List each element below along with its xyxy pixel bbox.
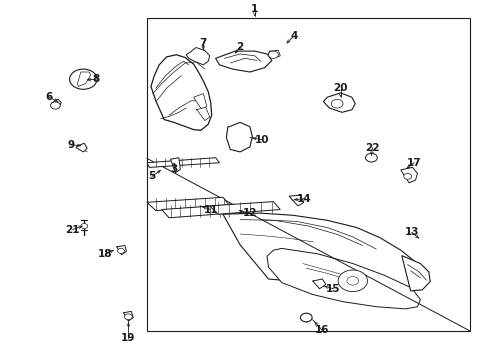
Text: 13: 13 [404,227,419,237]
Text: 9: 9 [68,140,74,150]
Circle shape [338,270,368,292]
Polygon shape [226,122,252,152]
Text: 5: 5 [148,171,155,181]
Polygon shape [194,94,207,110]
Text: 20: 20 [333,83,348,93]
Text: 15: 15 [326,284,341,294]
Polygon shape [401,167,417,183]
Polygon shape [223,213,422,293]
Circle shape [347,276,359,285]
Text: 21: 21 [65,225,80,235]
Text: 18: 18 [98,249,113,259]
Polygon shape [117,246,126,255]
Polygon shape [151,55,212,130]
Circle shape [70,69,97,89]
Polygon shape [289,195,304,206]
Polygon shape [269,50,280,58]
Polygon shape [123,311,133,321]
Text: 11: 11 [203,204,218,215]
Polygon shape [313,279,326,289]
Circle shape [404,174,412,179]
Text: 2: 2 [237,42,244,52]
Text: 14: 14 [296,194,311,204]
Circle shape [50,102,60,109]
Polygon shape [162,204,240,218]
Circle shape [366,153,377,162]
Polygon shape [210,202,280,214]
Polygon shape [77,72,91,86]
Text: 8: 8 [92,74,99,84]
Polygon shape [147,197,229,211]
Text: 17: 17 [407,158,421,168]
Circle shape [124,314,132,320]
Text: 16: 16 [315,325,330,336]
Bar [147,18,470,331]
Polygon shape [402,256,430,291]
Circle shape [269,51,278,58]
Circle shape [331,99,343,108]
Circle shape [81,224,88,229]
Text: 10: 10 [255,135,270,145]
Polygon shape [76,143,87,152]
Polygon shape [216,51,272,72]
Text: 6: 6 [46,92,52,102]
Polygon shape [196,107,210,121]
Circle shape [118,248,124,253]
Text: 7: 7 [199,38,207,48]
Polygon shape [186,48,210,65]
Text: 19: 19 [121,333,136,343]
Polygon shape [171,158,180,173]
Text: 1: 1 [251,4,258,14]
Polygon shape [323,93,355,112]
Text: 12: 12 [243,208,257,218]
Polygon shape [147,158,220,167]
Polygon shape [51,99,61,108]
Polygon shape [267,248,420,309]
Circle shape [300,313,312,322]
Text: 22: 22 [365,143,380,153]
Text: 4: 4 [290,31,298,41]
Text: 3: 3 [171,164,177,174]
